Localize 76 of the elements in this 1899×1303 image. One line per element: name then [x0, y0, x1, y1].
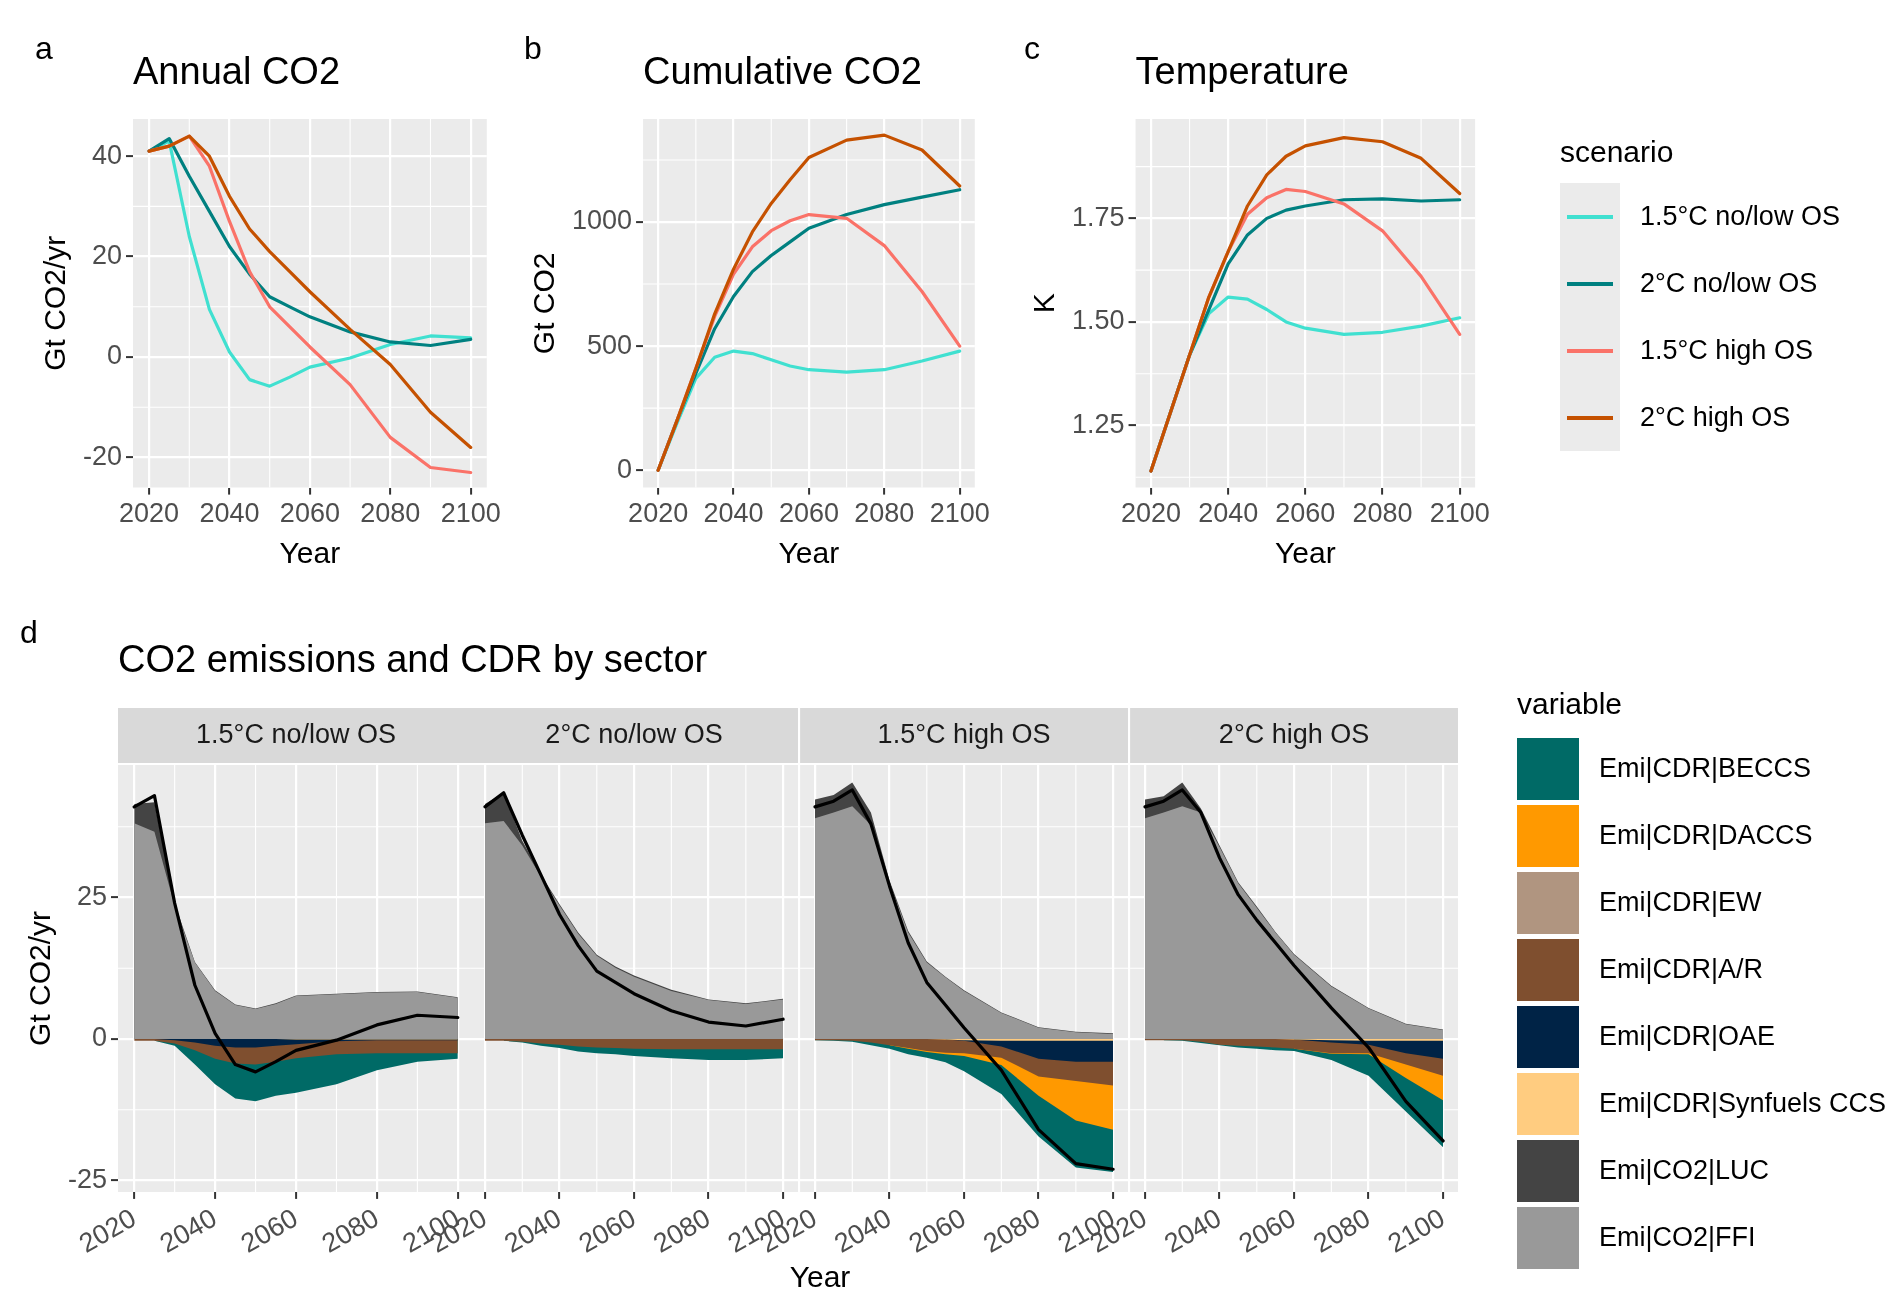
- legend-title: variable: [1517, 687, 1624, 721]
- y-axis-title: Gt CO2: [527, 252, 561, 355]
- x-tick-label: 2040: [703, 498, 764, 529]
- x-tick-label: 2100: [1382, 1202, 1450, 1259]
- x-tick-label: 2060: [235, 1202, 303, 1259]
- x-tick-label: 2100: [929, 498, 990, 529]
- y-axis-title: Gt CO2/yr: [38, 235, 72, 371]
- y-tick-label: 25: [76, 880, 108, 911]
- y-axis-title: Gt CO2/yr: [23, 910, 57, 1046]
- legend-label: Emi|CO2|FFI: [1599, 1222, 1756, 1253]
- legend-label: 2°C high OS: [1640, 402, 1791, 433]
- legend-label: Emi|CDR|A/R: [1599, 954, 1764, 985]
- x-tick-label: 2060: [1275, 498, 1336, 529]
- y-tick-label: 1000: [571, 205, 633, 236]
- x-tick-label: 2060: [573, 1202, 641, 1259]
- x-tick-label: 2060: [778, 498, 839, 529]
- x-tick-label: 2080: [978, 1202, 1046, 1259]
- x-tick-label: 2020: [628, 498, 689, 529]
- y-tick-label: 500: [587, 329, 633, 360]
- x-tick-label: 2020: [73, 1202, 141, 1259]
- chart-subtitle: 1.5°C high OS: [877, 719, 1051, 750]
- x-tick-label: 2100: [440, 498, 501, 529]
- x-axis-title: Year: [1275, 536, 1336, 570]
- x-tick-label: 2080: [854, 498, 915, 529]
- x-tick-label: 2080: [316, 1202, 384, 1259]
- legend-label: 1.5°C high OS: [1640, 335, 1813, 366]
- chart-subtitle: 2°C high OS: [1218, 719, 1370, 750]
- legend-label: 1.5°C no/low OS: [1640, 201, 1840, 232]
- x-tick-label: 2020: [1120, 498, 1182, 529]
- chart-title: Temperature: [1135, 50, 1349, 93]
- legend-label: Emi|CDR|DACCS: [1599, 820, 1813, 851]
- y-tick-label: 40: [91, 139, 123, 170]
- legend-label: 2°C no/low OS: [1640, 268, 1818, 299]
- x-axis-title: Year: [789, 1260, 851, 1294]
- x-tick-label: 2080: [360, 498, 421, 529]
- chart-title: CO2 emissions and CDR by sector: [118, 638, 708, 681]
- chart-title: Annual CO2: [133, 50, 341, 93]
- legend-label: Emi|CO2|LUC: [1599, 1155, 1770, 1186]
- x-tick-label: 2040: [1159, 1202, 1227, 1259]
- x-tick-label: 2020: [119, 498, 180, 529]
- x-tick-label: 2060: [1233, 1202, 1301, 1259]
- legend-label: Emi|CDR|Synfuels CCS: [1599, 1088, 1887, 1119]
- x-tick-label: 2040: [199, 498, 260, 529]
- x-tick-label: 2040: [1198, 498, 1259, 529]
- x-tick-label: 2040: [829, 1202, 897, 1259]
- y-tick-label: 1.75: [1071, 201, 1125, 232]
- y-tick-label: -20: [82, 440, 123, 471]
- x-axis-title: Year: [778, 536, 840, 570]
- y-axis-title: K: [1027, 293, 1061, 314]
- x-tick-label: 2060: [903, 1202, 971, 1259]
- text: b: [524, 30, 542, 67]
- y-tick-label: 0: [617, 453, 633, 484]
- text: c: [1024, 30, 1040, 67]
- text: d: [20, 614, 38, 651]
- x-tick-label: 2060: [279, 498, 340, 529]
- legend-label: Emi|CDR|OAE: [1599, 1021, 1776, 1052]
- x-axis-title: Year: [279, 536, 341, 570]
- x-tick-label: 2080: [1352, 498, 1413, 529]
- chart-subtitle: 2°C no/low OS: [545, 719, 723, 750]
- x-tick-label: 2100: [1429, 498, 1490, 529]
- x-tick-label: 2040: [154, 1202, 222, 1259]
- legend-title: scenario: [1560, 135, 1675, 169]
- x-tick-label: 2080: [648, 1202, 716, 1259]
- x-tick-label: 2080: [1308, 1202, 1376, 1259]
- y-tick-label: 20: [91, 240, 123, 271]
- y-tick-label: 0: [91, 1022, 108, 1053]
- chart-subtitle: 1.5°C no/low OS: [196, 719, 396, 750]
- x-tick-label: 2040: [499, 1202, 567, 1259]
- y-tick-label: 1.25: [1071, 408, 1125, 439]
- y-tick-label: 0: [106, 340, 123, 371]
- legend-label: Emi|CDR|BECCS: [1599, 753, 1812, 784]
- legend-label: Emi|CDR|EW: [1599, 887, 1762, 918]
- text: a: [35, 30, 53, 67]
- y-tick-label: -25: [67, 1164, 108, 1195]
- y-tick-label: 1.50: [1071, 305, 1125, 336]
- chart-title: Cumulative CO2: [643, 50, 922, 93]
